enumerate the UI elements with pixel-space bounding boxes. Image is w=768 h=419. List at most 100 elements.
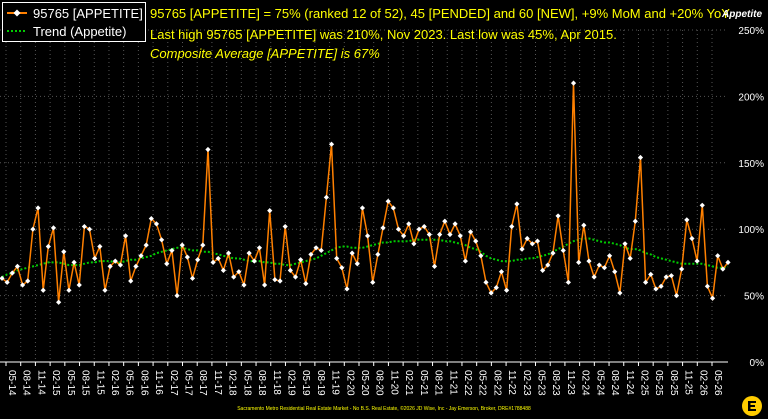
data-point [148,215,154,222]
data-point [313,245,319,251]
data-point [318,247,324,254]
x-tick-label: 05-21 [418,370,429,396]
data-point [617,290,623,296]
data-point [225,250,232,256]
x-tick-label: 11-25 [683,370,694,395]
data-point [668,273,674,279]
x-tick-label: 08-17 [197,370,208,396]
x-tick-label: 05-23 [536,370,547,396]
data-point [359,205,366,211]
data-point [210,259,216,265]
data-point [375,251,381,258]
data-point [426,231,432,238]
x-tick-label: 05-26 [712,370,723,396]
data-point [581,222,587,228]
data-point [725,259,731,265]
data-point [596,262,602,268]
data-point [601,265,608,271]
legend-label-trend: Trend (Appetite) [33,23,127,39]
x-tick-label: 08-24 [609,370,620,396]
data-point [550,250,556,256]
data-point [560,247,566,254]
data-point [241,282,247,288]
data-point [643,279,649,285]
data-point [576,259,582,265]
data-point [627,255,633,262]
data-point [174,293,180,299]
headline-high-low: Last high 95765 [APPETITE] was 210%, Nov… [150,27,617,42]
x-tick-label: 02-18 [227,370,238,396]
data-point [200,242,206,248]
data-point [292,274,299,280]
logo-badge-icon [742,396,762,416]
data-point [637,154,644,161]
x-tick-label: 08-14 [21,370,32,396]
data-point [272,277,278,283]
data-point [606,253,613,259]
data-point [76,282,82,288]
footer-credit: Sacramento Metro Residential Real Estate… [237,406,531,412]
data-point [354,261,360,267]
data-point [540,267,546,273]
data-point [421,223,427,230]
data-point [364,233,371,239]
data-point [128,278,134,284]
data-point [19,282,26,288]
brand-label: Appetite [722,9,762,20]
y-tick-label: 250% [738,26,764,37]
y-tick-label: 150% [738,159,764,170]
data-point [328,141,335,147]
data-point [473,238,479,244]
data-point [344,286,350,292]
data-point [442,218,448,224]
legend: 95765 [APPETITE] Trend (Appetite) [2,2,146,42]
data-point [107,263,113,269]
data-point [586,258,592,264]
x-tick-label: 11-21 [447,370,458,395]
data-point [205,146,211,153]
data-point [50,225,57,231]
data-point [112,258,118,264]
x-tick-label: 05-22 [477,370,488,396]
data-point [334,255,340,262]
headline-summary: 95765 [APPETITE] = 75% (ranked 12 of 52)… [150,6,732,21]
data-point [298,257,304,263]
data-point [704,283,711,289]
data-point [612,269,618,275]
x-axis: 05-14 08-14 11-14 02-15 05-15 08-15 11-15 02-16… [0,361,728,396]
x-tick-label: 05-18 [241,370,252,396]
x-tick-label: 08-22 [491,370,502,396]
x-tick-label: 11-16 [153,370,164,395]
data-point [138,253,144,259]
data-point [159,237,165,243]
data-point [663,274,669,280]
x-tick-label: 05-15 [65,370,76,396]
data-point [179,242,185,248]
data-point [565,279,571,285]
data-point [81,223,87,230]
x-tick-label: 08-21 [433,370,444,396]
grid [0,29,728,363]
x-tick-label: 05-19 [300,370,311,396]
data-point [122,233,129,239]
x-tick-label: 05-20 [359,370,370,396]
x-tick-label: 02-24 [580,370,591,396]
data-point [97,243,103,250]
data-point [416,226,422,232]
data-point [133,263,139,269]
data-point [715,253,721,259]
data-point [236,269,242,275]
data-point [478,253,484,259]
data-point [524,235,530,242]
y-axis: 0% 50% 100% 150% 200% 250% [738,26,764,369]
data-point [246,250,252,256]
data-point [169,247,175,254]
y-tick-label: 50% [744,292,764,303]
trend-series [1,237,729,278]
data-point [545,262,551,268]
x-tick-label: 02-21 [403,370,414,396]
data-point [694,258,700,264]
data-point [184,254,190,260]
data-point [323,194,329,200]
x-tick-label: 02-22 [462,370,473,396]
